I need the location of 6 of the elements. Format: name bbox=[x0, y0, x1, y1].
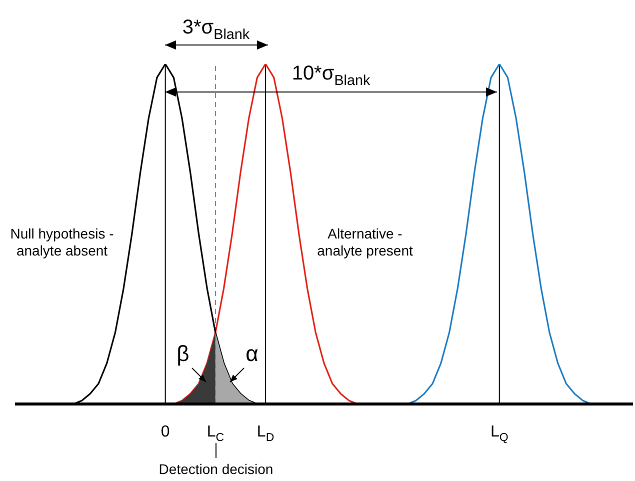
annotation: α bbox=[246, 341, 259, 366]
annotation: Null hypothesis - analyte absent bbox=[10, 225, 114, 258]
text: Detection decision bbox=[158, 460, 274, 477]
x-tick-label: 0 bbox=[160, 423, 170, 440]
annotation: Alternative - analyte present bbox=[317, 225, 413, 258]
annotation: β bbox=[176, 341, 190, 366]
